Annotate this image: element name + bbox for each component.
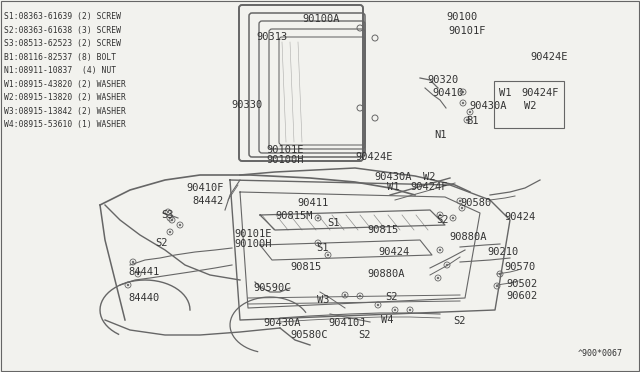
Text: S1:08363-61639 (2) SCREW: S1:08363-61639 (2) SCREW — [4, 12, 121, 21]
Circle shape — [459, 200, 461, 202]
Circle shape — [461, 207, 463, 209]
Text: 90880A: 90880A — [449, 232, 486, 242]
Text: 90101E: 90101E — [266, 145, 303, 155]
Text: S2: S2 — [385, 292, 397, 302]
Text: W2:08915-13820 (2) WASHER: W2:08915-13820 (2) WASHER — [4, 93, 126, 102]
Text: W3:08915-13842 (2) WASHER: W3:08915-13842 (2) WASHER — [4, 106, 126, 115]
Circle shape — [409, 309, 411, 311]
Text: 90815: 90815 — [367, 225, 398, 235]
Text: 90101E: 90101E — [234, 229, 271, 239]
Circle shape — [466, 119, 468, 121]
Text: 90320: 90320 — [427, 75, 458, 85]
Circle shape — [137, 273, 139, 275]
Text: 90100H: 90100H — [234, 239, 271, 249]
Text: 90880A: 90880A — [367, 269, 404, 279]
Circle shape — [377, 304, 379, 306]
Text: 90424F: 90424F — [410, 182, 447, 192]
Text: 90424: 90424 — [378, 247, 409, 257]
Text: W4:08915-53610 (1) WASHER: W4:08915-53610 (1) WASHER — [4, 120, 126, 129]
Text: 90502: 90502 — [506, 279, 537, 289]
Text: 84441: 84441 — [128, 267, 159, 277]
Circle shape — [462, 91, 464, 93]
Text: 90580: 90580 — [460, 198, 492, 208]
Text: W1:08915-43820 (2) WASHER: W1:08915-43820 (2) WASHER — [4, 80, 126, 89]
Circle shape — [437, 277, 439, 279]
Text: 90424F: 90424F — [521, 88, 559, 98]
Text: S1: S1 — [316, 243, 328, 253]
Circle shape — [496, 285, 498, 287]
Circle shape — [169, 231, 171, 233]
Text: S2: S2 — [453, 316, 465, 326]
Text: W1: W1 — [387, 182, 399, 192]
Text: 90815: 90815 — [290, 262, 321, 272]
Text: W3: W3 — [317, 295, 330, 305]
Text: 90424E: 90424E — [530, 52, 568, 62]
Circle shape — [179, 224, 181, 226]
Circle shape — [317, 242, 319, 244]
Text: W1: W1 — [499, 88, 511, 98]
Circle shape — [127, 284, 129, 286]
Text: S3:08513-62523 (2) SCREW: S3:08513-62523 (2) SCREW — [4, 39, 121, 48]
Circle shape — [167, 211, 169, 213]
Circle shape — [462, 102, 464, 104]
Circle shape — [171, 219, 173, 221]
Text: 90330: 90330 — [231, 100, 262, 110]
Text: 90100: 90100 — [446, 12, 477, 22]
Text: 90430A: 90430A — [263, 318, 301, 328]
Text: 90590C: 90590C — [253, 283, 291, 293]
Text: W4: W4 — [381, 315, 394, 325]
Circle shape — [452, 217, 454, 219]
Circle shape — [469, 111, 471, 113]
Text: S3: S3 — [161, 210, 173, 220]
Text: B1: B1 — [466, 116, 479, 126]
Text: 90570: 90570 — [504, 262, 535, 272]
Text: 90424: 90424 — [504, 212, 535, 222]
Text: 90424E: 90424E — [355, 152, 392, 162]
Text: B1:08116-82537 (8) BOLT: B1:08116-82537 (8) BOLT — [4, 52, 116, 61]
Text: 90410F: 90410F — [186, 183, 223, 193]
Circle shape — [327, 254, 329, 256]
Text: 84440: 84440 — [128, 293, 159, 303]
Circle shape — [394, 309, 396, 311]
Circle shape — [446, 264, 448, 266]
Text: 90580C: 90580C — [290, 330, 328, 340]
Text: 90430A: 90430A — [374, 172, 412, 182]
Text: 90411: 90411 — [297, 198, 328, 208]
Text: 90101F: 90101F — [448, 26, 486, 36]
Text: S2: S2 — [155, 238, 168, 248]
Text: 90815M: 90815M — [275, 211, 312, 221]
Text: ^900*0067: ^900*0067 — [578, 349, 623, 358]
Text: 90210: 90210 — [487, 247, 518, 257]
Circle shape — [317, 217, 319, 219]
Circle shape — [359, 295, 361, 297]
Text: S1: S1 — [327, 218, 339, 228]
Text: 84442: 84442 — [192, 196, 223, 206]
Text: 90430A: 90430A — [469, 101, 506, 111]
Text: N1: N1 — [434, 130, 447, 140]
Text: S2: S2 — [436, 215, 449, 225]
Circle shape — [439, 249, 441, 251]
Text: N1:08911-10837  (4) NUT: N1:08911-10837 (4) NUT — [4, 66, 116, 75]
Circle shape — [169, 217, 171, 219]
Text: S2: S2 — [358, 330, 371, 340]
Text: W2: W2 — [423, 172, 435, 182]
Text: S2:08363-61638 (3) SCREW: S2:08363-61638 (3) SCREW — [4, 26, 121, 35]
Circle shape — [499, 273, 501, 275]
Circle shape — [439, 214, 441, 216]
Text: W2: W2 — [524, 101, 536, 111]
Circle shape — [132, 261, 134, 263]
Text: 90410: 90410 — [432, 88, 463, 98]
Text: 90100A: 90100A — [302, 14, 339, 24]
Text: 90100H: 90100H — [266, 155, 303, 165]
Text: 90410J: 90410J — [328, 318, 365, 328]
Text: 90313: 90313 — [256, 32, 287, 42]
Circle shape — [344, 294, 346, 296]
Text: 90602: 90602 — [506, 291, 537, 301]
